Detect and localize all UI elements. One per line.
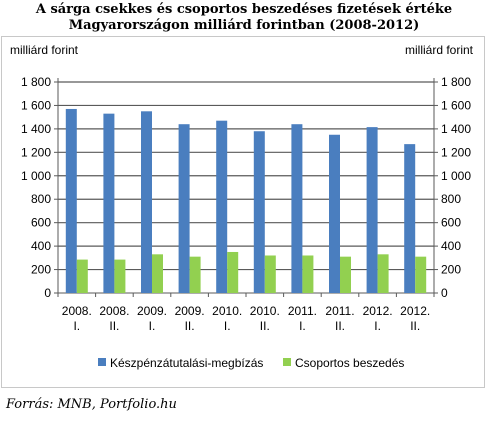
x-tick-label-year: 2010. bbox=[212, 304, 242, 318]
y-tick-label-right: 200 bbox=[441, 263, 461, 277]
x-tick-label-year: 2010. bbox=[250, 304, 280, 318]
x-tick-label-half: II. bbox=[260, 319, 270, 333]
bar-keszpenz bbox=[253, 131, 265, 293]
x-tick-label-year: 2009. bbox=[175, 304, 205, 318]
bar-csoportos bbox=[302, 255, 314, 293]
x-tick-label-half: I. bbox=[73, 319, 80, 333]
bar-csoportos bbox=[340, 256, 351, 293]
y-tick-label-right: 400 bbox=[441, 239, 461, 253]
y-tick-label-right: 1 000 bbox=[441, 169, 471, 183]
bar-csoportos bbox=[76, 259, 88, 293]
bar-keszpenz bbox=[216, 120, 228, 293]
bar-csoportos bbox=[227, 251, 239, 293]
x-tick-label-year: 2011. bbox=[325, 304, 354, 318]
legend-label-csoportos: Csoportos beszedés bbox=[295, 356, 404, 370]
x-tick-label-half: I. bbox=[224, 319, 231, 333]
chart-title-line-2: Magyarországon milliárd forintban (2008-… bbox=[68, 18, 420, 33]
y-tick-label-left: 800 bbox=[31, 192, 51, 206]
y-tick-label-left: 400 bbox=[31, 239, 51, 253]
bar-csoportos bbox=[114, 259, 126, 293]
y-tick-label-left: 1 200 bbox=[21, 145, 51, 159]
y-tick-label-left: 600 bbox=[31, 216, 51, 230]
y-tick-label-left: 0 bbox=[44, 286, 51, 300]
x-tick-label-year: 2009. bbox=[137, 304, 167, 318]
x-tick-label-half: II. bbox=[335, 319, 345, 333]
bar-keszpenz bbox=[65, 108, 77, 293]
bar-keszpenz bbox=[103, 113, 115, 294]
bar-keszpenz bbox=[366, 127, 378, 293]
bar-keszpenz bbox=[178, 124, 190, 293]
x-tick-label-year: 2012. bbox=[400, 304, 430, 318]
y-tick-label-right: 1 600 bbox=[441, 98, 471, 112]
y-tick-label-right: 600 bbox=[441, 216, 461, 230]
bar-keszpenz bbox=[329, 134, 340, 293]
bar-csoportos bbox=[189, 256, 201, 293]
chart-title: A sárga csekkes és csoportos beszedéses … bbox=[0, 2, 488, 34]
source-note: Forrás: MNB, Portfolio.hu bbox=[6, 397, 177, 412]
x-tick-label-half: II. bbox=[109, 319, 119, 333]
x-tick-label-year: 2008. bbox=[62, 304, 92, 318]
y-tick-label-right: 1 800 bbox=[441, 75, 471, 89]
y-tick-label-left: 1 400 bbox=[21, 122, 51, 136]
y-tick-label-right: 1 200 bbox=[441, 145, 471, 159]
x-tick-label-year: 2011. bbox=[288, 304, 317, 318]
x-tick-label-half: I. bbox=[149, 319, 156, 333]
y-tick-label-left: 1 600 bbox=[21, 98, 51, 112]
bar-keszpenz bbox=[141, 111, 152, 293]
legend-swatch-keszpenz bbox=[98, 358, 106, 366]
chart-frame bbox=[1, 36, 485, 388]
bar-csoportos bbox=[377, 254, 389, 293]
y-axis-label-right: milliárd forint bbox=[405, 43, 474, 57]
y-tick-label-right: 1 400 bbox=[441, 122, 471, 136]
x-tick-label-half: I. bbox=[374, 319, 381, 333]
x-tick-label-half: II. bbox=[410, 319, 420, 333]
bar-csoportos bbox=[415, 256, 427, 293]
x-tick-label-half: II. bbox=[185, 319, 195, 333]
x-tick-label-year: 2012. bbox=[363, 304, 393, 318]
x-tick-label-year: 2008. bbox=[99, 304, 129, 318]
legend-label-keszpenz: Készpénzátutalási-megbízás bbox=[110, 356, 263, 370]
bar-keszpenz bbox=[404, 144, 416, 293]
y-tick-label-left: 1 800 bbox=[21, 75, 51, 89]
x-tick-label-half: I. bbox=[299, 319, 306, 333]
legend-swatch-csoportos bbox=[283, 358, 291, 366]
y-tick-label-left: 200 bbox=[31, 263, 51, 277]
y-axis-label-left: milliárd forint bbox=[10, 43, 79, 57]
y-tick-label-left: 1 000 bbox=[21, 169, 51, 183]
y-tick-label-right: 0 bbox=[441, 286, 448, 300]
bar-csoportos bbox=[152, 254, 163, 293]
bar-csoportos bbox=[264, 255, 276, 293]
y-tick-label-right: 800 bbox=[441, 192, 461, 206]
chart-title-line-1: A sárga csekkes és csoportos beszedéses … bbox=[35, 2, 453, 17]
bar-keszpenz bbox=[291, 124, 303, 293]
